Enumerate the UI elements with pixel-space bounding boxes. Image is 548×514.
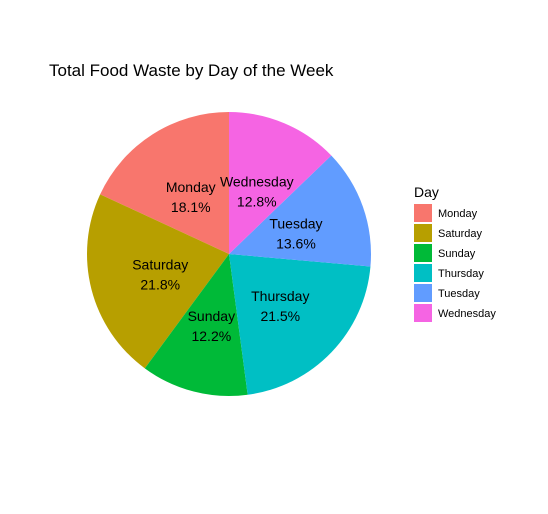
- pie-slices: [86, 112, 371, 396]
- slice-label-thursday: Thursday: [251, 288, 309, 304]
- legend-label-wednesday: Wednesday: [438, 308, 496, 320]
- pie-slice-tuesday: [229, 155, 371, 267]
- slice-label-saturday: Saturday: [132, 257, 188, 273]
- slice-percent-saturday: 21.8%: [140, 277, 180, 293]
- slice-percent-monday: 18.1%: [171, 199, 211, 215]
- legend-label-monday: Monday: [438, 208, 478, 220]
- pie-slice-sunday: [144, 254, 248, 396]
- legend-key-thursday: [414, 264, 432, 282]
- legend-key-wednesday: [414, 304, 432, 322]
- legend-label-thursday: Thursday: [438, 268, 484, 280]
- slice-percent-thursday: 21.5%: [260, 308, 300, 324]
- legend-key-saturday: [414, 224, 432, 242]
- pie-slice-monday: [100, 112, 230, 254]
- legend-key-tuesday: [414, 284, 432, 302]
- legend-title: Day: [414, 184, 439, 200]
- chart-title: Total Food Waste by Day of the Week: [49, 61, 334, 80]
- slice-label-tuesday: Tuesday: [269, 215, 322, 231]
- pie-slice-thursday: [229, 254, 371, 395]
- slice-label-wednesday: Wednesday: [220, 174, 294, 190]
- legend-key-sunday: [414, 244, 432, 262]
- slice-percent-tuesday: 13.6%: [276, 235, 316, 251]
- pie-slice-saturday: [86, 194, 230, 369]
- legend-label-sunday: Sunday: [438, 248, 476, 260]
- legend: Monday Saturday Sunday Thursday Tuesday Wedne…: [414, 204, 496, 322]
- legend-label-saturday: Saturday: [438, 228, 483, 240]
- legend-label-tuesday: Tuesday: [438, 288, 480, 300]
- slice-label-sunday: Sunday: [188, 308, 235, 324]
- pie-slice-labels: Monday 18.1% Saturday 21.8% Sunday 12.2% Thurs…: [132, 174, 322, 344]
- slice-label-monday: Monday: [166, 179, 216, 195]
- legend-key-monday: [414, 204, 432, 222]
- slice-percent-sunday: 12.2%: [191, 328, 231, 344]
- pie-slice-wednesday: [229, 112, 332, 254]
- slice-percent-wednesday: 12.8%: [237, 194, 277, 210]
